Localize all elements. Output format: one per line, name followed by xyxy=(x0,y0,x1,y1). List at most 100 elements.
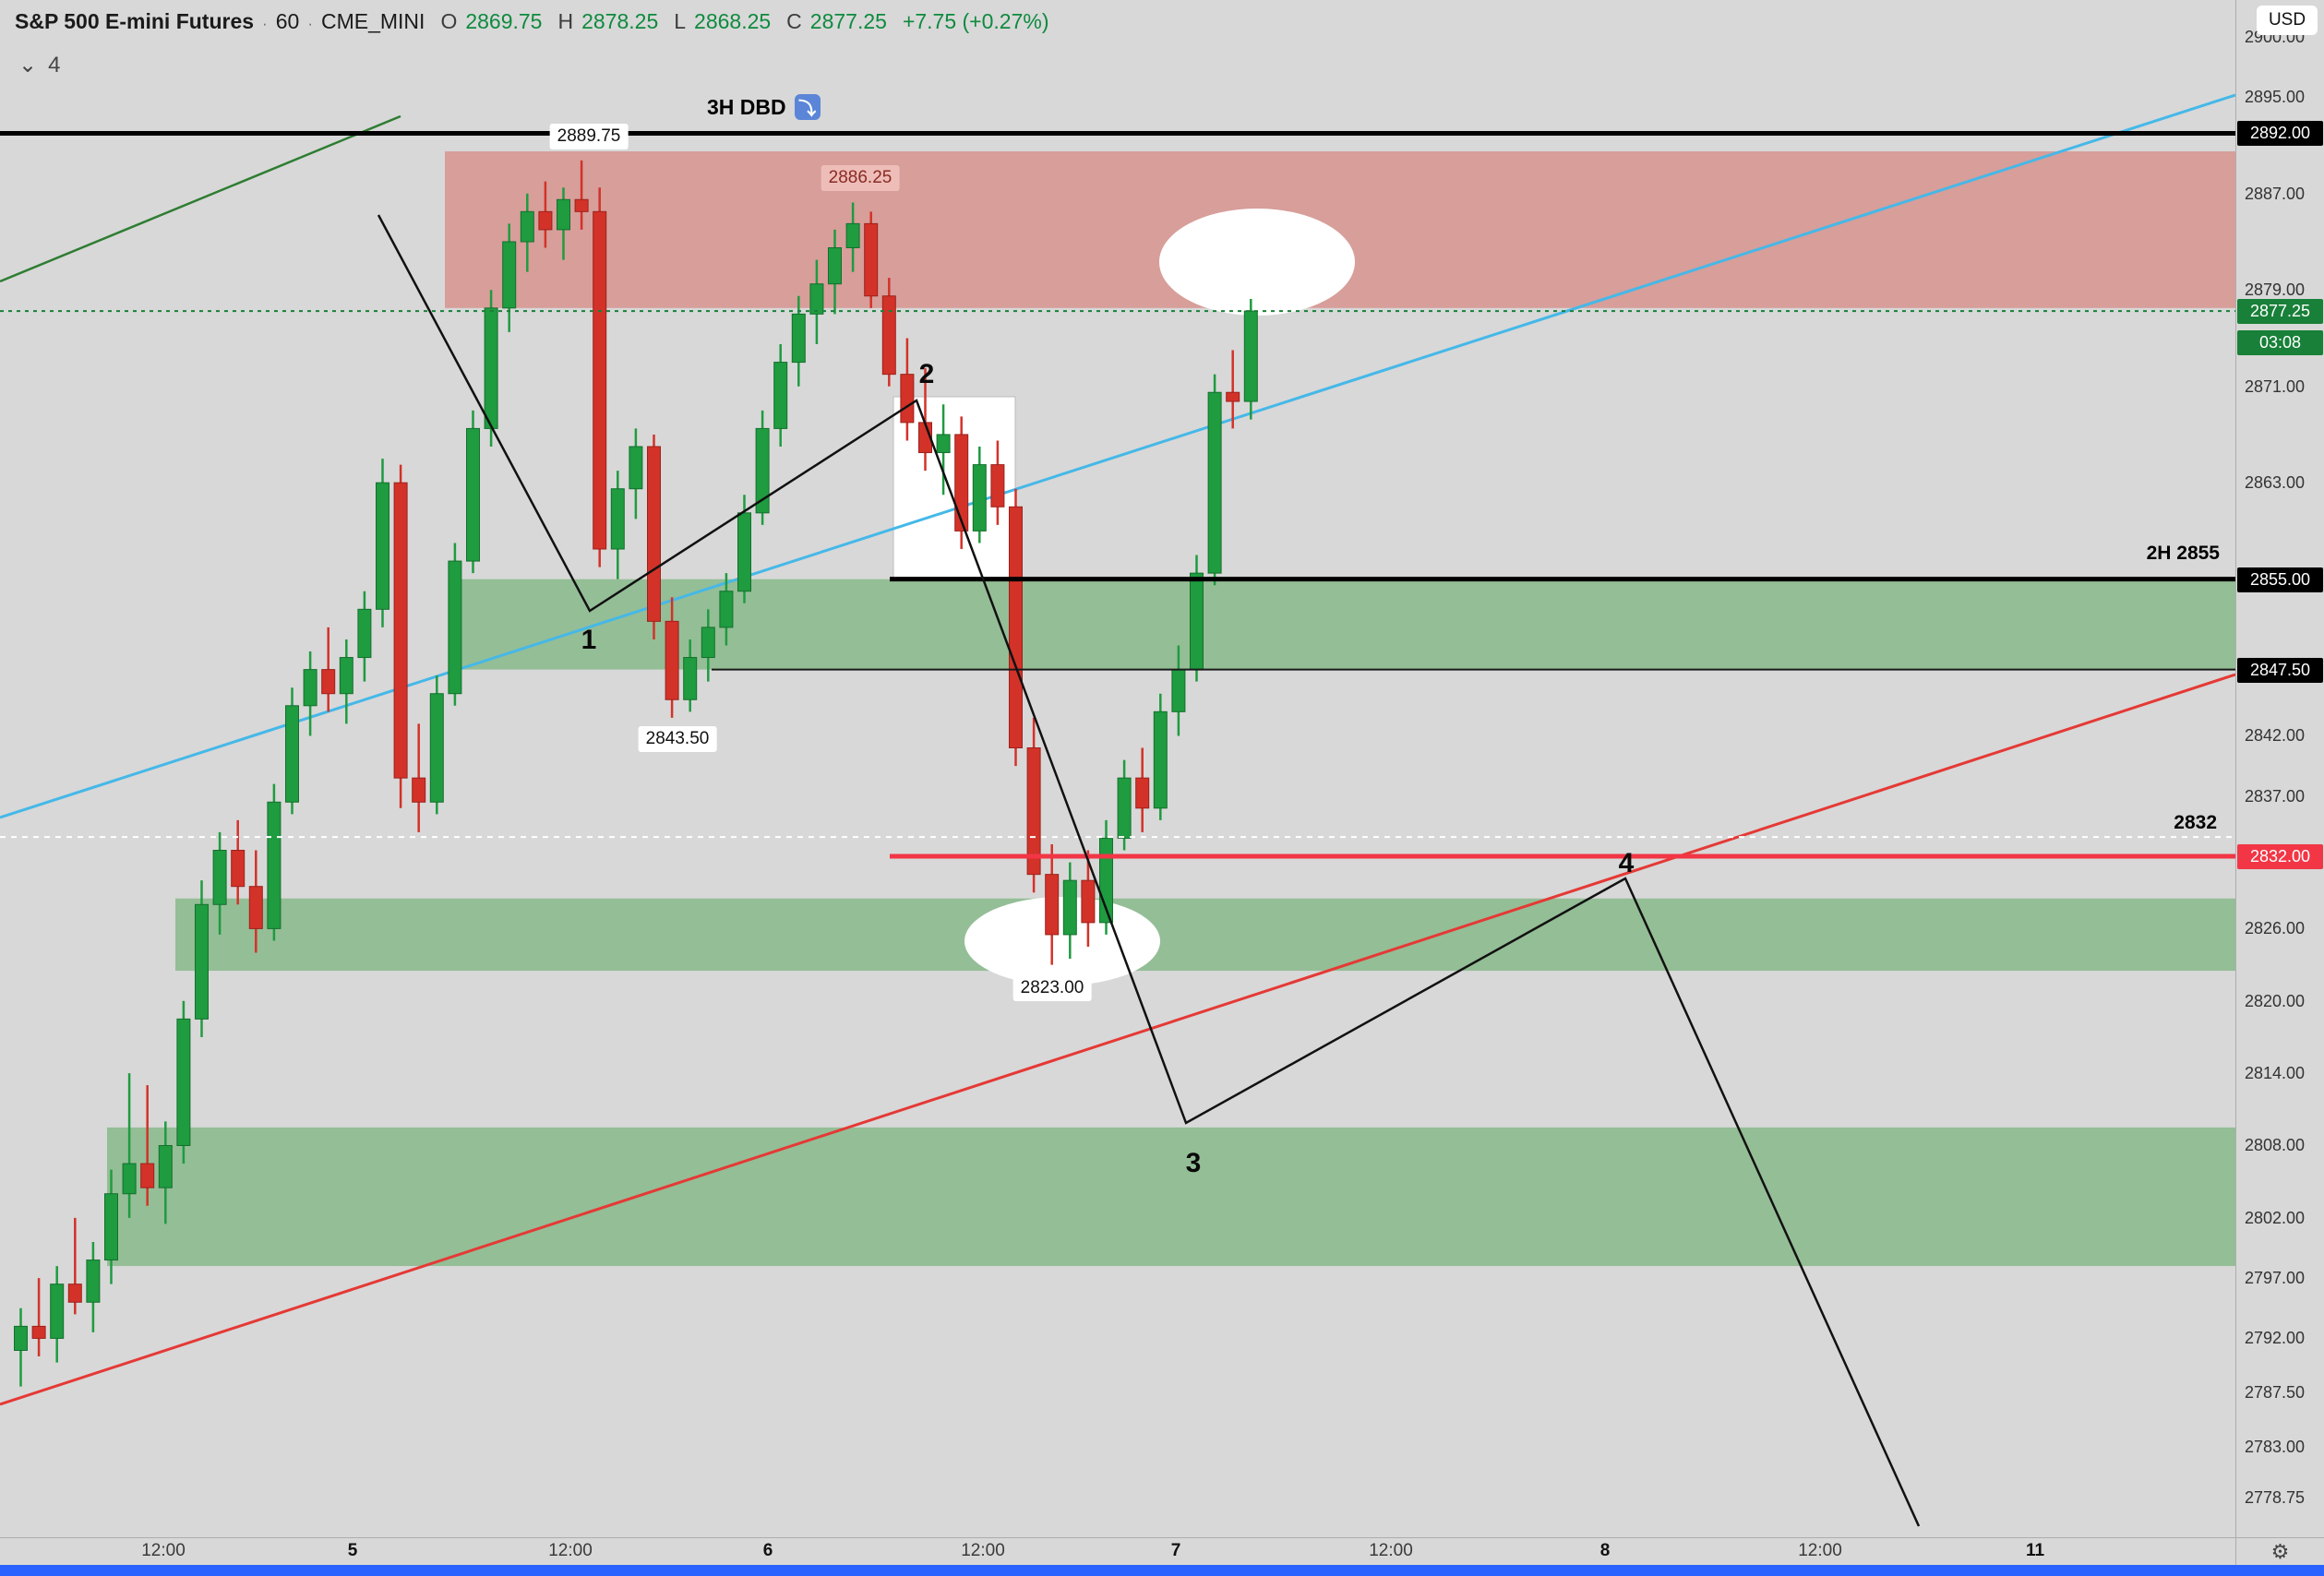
price-badge: 2847.50 xyxy=(2237,657,2323,683)
wave-tool-count: 4 xyxy=(48,52,61,78)
candle-body xyxy=(1190,572,1204,671)
gear-icon[interactable]: ⚙ xyxy=(2270,1539,2290,1563)
separator-dot: · xyxy=(262,15,268,32)
low-label: L xyxy=(674,9,687,33)
candle-body xyxy=(31,1325,46,1339)
candle-body xyxy=(647,446,661,622)
interval-value[interactable]: 60 xyxy=(275,9,300,33)
candlestick-chart[interactable] xyxy=(0,0,2235,1537)
high-label: H xyxy=(557,9,574,33)
exchange-name: CME_MINI xyxy=(320,9,425,33)
candle-body xyxy=(828,247,842,285)
symbol-header: S&P 500 E-mini Futures · 60 · CME_MINI O… xyxy=(15,9,1049,34)
price-tick-label: 2814.00 xyxy=(2245,1064,2306,1083)
candle-body xyxy=(1026,747,1041,876)
wave-count-label[interactable]: 2 xyxy=(918,359,935,389)
candle-body xyxy=(773,362,788,429)
candle-body xyxy=(86,1260,101,1303)
currency-button[interactable]: USD xyxy=(2257,6,2318,35)
wave-count-label[interactable]: 1 xyxy=(581,625,597,655)
candle-body xyxy=(538,210,553,231)
candle-body xyxy=(212,850,227,905)
wave-count-label[interactable]: 3 xyxy=(1185,1148,1202,1178)
candle-body xyxy=(864,222,879,297)
wave-zigzag[interactable] xyxy=(377,214,1921,1527)
highlight-ellipse[interactable] xyxy=(1159,209,1355,316)
price-badge: 2892.00 xyxy=(2237,121,2323,147)
dbd-zone-label[interactable]: 3H DBD ⤵ xyxy=(707,94,821,120)
time-tick-hour: 12:00 xyxy=(1369,1541,1413,1560)
price-flag-label[interactable]: 2823.00 xyxy=(1012,975,1092,1001)
candle-body xyxy=(502,241,517,309)
high-value: 2878.25 xyxy=(581,9,659,33)
time-tick-hour: 12:00 xyxy=(141,1541,186,1560)
candle-body xyxy=(248,886,263,929)
close-label: C xyxy=(786,9,802,33)
time-tick-day: 7 xyxy=(1170,1541,1181,1560)
ascending-trendline-red[interactable] xyxy=(0,673,2235,1406)
price-flag-label[interactable]: 2889.75 xyxy=(549,124,629,149)
candle-body xyxy=(466,427,480,562)
candle-body xyxy=(195,903,209,1020)
price-flag-label[interactable]: 2886.25 xyxy=(821,165,900,191)
candle-body xyxy=(574,198,589,212)
price-tick-label: 2783.00 xyxy=(2245,1437,2306,1456)
candle-body xyxy=(737,512,751,592)
candle-body xyxy=(1226,391,1240,402)
chart-canvas[interactable]: 2889.75 2886.25 2843.50 2823.00 1 2 3 4 S&P 500… xyxy=(0,0,2235,1537)
candle-body xyxy=(357,608,372,659)
ascending-trendline-blue[interactable] xyxy=(0,93,2235,819)
candle-body xyxy=(900,374,915,424)
open-label: O xyxy=(440,9,458,33)
candle-body xyxy=(67,1283,82,1303)
price-flag-label[interactable]: 2843.50 xyxy=(638,726,717,752)
price-tick-label: 2879.00 xyxy=(2245,281,2306,300)
time-tick-hour: 12:00 xyxy=(1798,1541,1842,1560)
time-axis[interactable]: 12:00 5 12:00 6 12:00 7 12:00 8 12:00 11 xyxy=(0,1537,2235,1565)
candle-body xyxy=(629,446,643,490)
demand-zone-2[interactable] xyxy=(175,898,2235,972)
price-tick-label: 2863.00 xyxy=(2245,473,2306,493)
candle-body xyxy=(665,620,679,700)
demand-zone-3[interactable] xyxy=(107,1127,2235,1267)
price-tick-label: 2802.00 xyxy=(2245,1208,2306,1227)
candle-body xyxy=(104,1193,118,1261)
candle-body xyxy=(610,488,625,550)
candle-body xyxy=(448,560,462,695)
candle-body xyxy=(845,222,860,249)
candle-body xyxy=(1243,310,1258,402)
candle-body xyxy=(1062,879,1077,936)
price-tick-label: 2820.00 xyxy=(2245,991,2306,1010)
candle-body xyxy=(429,693,444,803)
wave-count-label[interactable]: 4 xyxy=(1618,848,1635,878)
price-axis[interactable]: USD 2900.00 2895.00 2892.00 2887.00 2879.00 2… xyxy=(2235,0,2324,1537)
candle-body xyxy=(881,295,896,376)
close-value: 2877.25 xyxy=(809,9,887,33)
demand-zone-1[interactable] xyxy=(460,579,2235,670)
price-badge: 2855.00 xyxy=(2237,567,2323,592)
symbol-title[interactable]: S&P 500 E-mini Futures xyxy=(15,9,255,33)
ascending-trendline-green[interactable] xyxy=(0,114,401,283)
axis-settings-corner[interactable]: ⚙ xyxy=(2235,1537,2324,1565)
candle-body xyxy=(412,777,426,803)
price-tick-label: 2887.00 xyxy=(2245,184,2306,203)
candle-body xyxy=(520,210,534,243)
time-tick-day: 5 xyxy=(347,1541,358,1560)
dbd-zone-text: 3H DBD xyxy=(707,94,786,119)
chevron-down-icon[interactable]: ⌄ xyxy=(18,53,38,78)
candle-body xyxy=(557,198,570,231)
open-value: 2869.75 xyxy=(465,9,543,33)
price-tick-label: 2842.00 xyxy=(2245,726,2306,746)
candle-body xyxy=(393,482,408,779)
candle-body xyxy=(701,627,715,659)
candle-body xyxy=(809,283,824,315)
candle-body xyxy=(176,1018,191,1146)
wave-tool-badge[interactable]: ⌄ 4 xyxy=(18,52,60,78)
price-badge: 03:08 xyxy=(2237,330,2323,356)
candle-body xyxy=(158,1144,173,1188)
candle-body xyxy=(683,657,698,700)
time-tick-hour: 12:00 xyxy=(548,1541,593,1560)
candle-body xyxy=(1153,710,1168,809)
price-badge: 2832.00 xyxy=(2237,844,2323,870)
